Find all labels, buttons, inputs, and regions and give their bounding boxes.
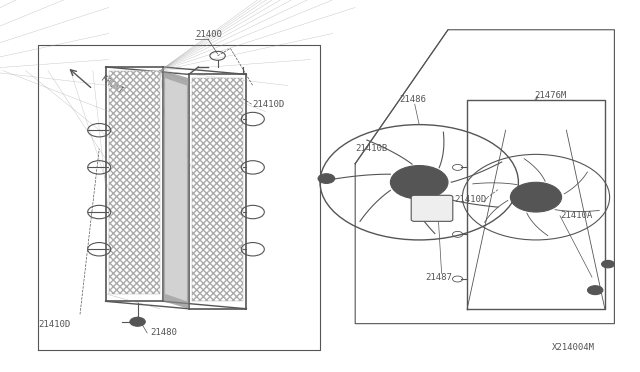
Text: 21480: 21480 [150,328,177,337]
Circle shape [511,182,562,212]
Text: FRONT: FRONT [99,75,125,96]
Text: 21410D: 21410D [38,320,70,329]
Text: 21410A: 21410A [560,211,592,220]
Circle shape [602,260,614,268]
Polygon shape [109,71,160,294]
Text: 21487: 21487 [425,273,452,282]
Text: 21486: 21486 [399,95,426,104]
Circle shape [130,317,145,326]
Text: 21476M: 21476M [534,92,566,100]
Polygon shape [109,71,160,294]
Polygon shape [109,71,160,294]
Circle shape [318,174,335,183]
Text: X214004M: X214004M [552,343,595,352]
Circle shape [588,286,603,295]
Polygon shape [192,78,243,301]
FancyBboxPatch shape [412,195,453,221]
Polygon shape [163,71,189,309]
Text: 21410D: 21410D [454,195,486,203]
Circle shape [390,166,448,199]
Text: 21410B: 21410B [355,144,387,153]
Text: 21410D: 21410D [253,100,285,109]
Text: 21400: 21400 [195,30,222,39]
Polygon shape [165,78,187,301]
